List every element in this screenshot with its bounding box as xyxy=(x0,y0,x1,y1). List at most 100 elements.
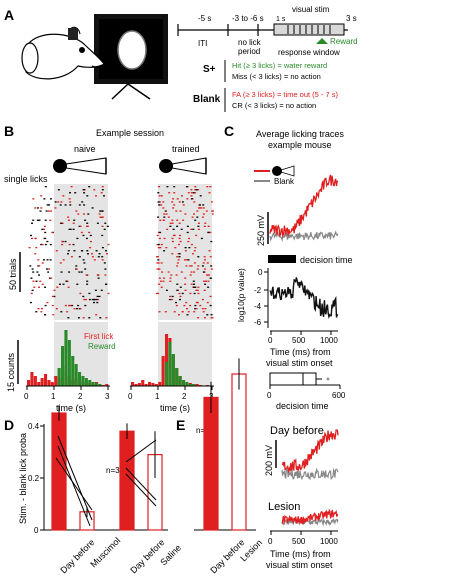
lick-tick xyxy=(158,283,161,285)
lick-tick xyxy=(197,317,200,319)
lick-tick xyxy=(48,204,51,206)
lick-tick xyxy=(31,222,33,224)
lick-tick xyxy=(197,292,200,295)
lick-tick xyxy=(159,231,162,234)
lick-tick xyxy=(180,271,183,273)
lick-tick xyxy=(193,262,196,264)
lick-tick xyxy=(44,243,47,246)
lick-tick xyxy=(158,204,161,206)
lick-tick xyxy=(189,292,192,295)
lick-tick xyxy=(167,271,170,273)
lick-tick xyxy=(189,304,192,307)
lick-tick xyxy=(196,210,199,212)
c-tick-500: 500 xyxy=(292,336,306,345)
trace-line xyxy=(281,429,339,474)
lick-tick xyxy=(57,201,60,203)
lick-tick xyxy=(80,231,83,234)
e-trace-lesion-label: Lesion xyxy=(268,501,300,513)
lick-tick xyxy=(163,237,166,240)
pval-tick-0: 0 xyxy=(258,268,263,277)
lick-tick xyxy=(157,247,160,249)
lick-tick xyxy=(55,308,58,310)
lick-tick xyxy=(91,256,94,258)
example-session-title: Example session xyxy=(96,128,164,138)
e-trace-day-before-label: Day before xyxy=(270,425,324,437)
lick-tick xyxy=(184,289,187,291)
lick-tick xyxy=(183,259,186,261)
lick-tick xyxy=(200,207,203,209)
trained-tick-1: 1 xyxy=(155,392,160,401)
timeline-3s: 3 s xyxy=(346,14,357,23)
blank-trace-legend: Blank xyxy=(274,177,295,186)
lick-tick xyxy=(38,274,40,276)
lick-tick xyxy=(188,237,190,240)
lick-tick xyxy=(30,234,32,237)
lick-tick xyxy=(208,192,211,194)
lick-tick xyxy=(97,256,100,258)
lick-tick xyxy=(203,317,206,319)
lick-tick xyxy=(37,259,40,261)
lick-tick xyxy=(177,259,180,261)
lick-tick xyxy=(89,240,92,243)
lick-tick xyxy=(62,259,65,261)
lick-tick xyxy=(103,262,106,264)
lick-tick xyxy=(91,253,93,255)
blank-licking-trace xyxy=(269,230,339,243)
lick-tick xyxy=(53,289,56,291)
lick-tick xyxy=(86,283,89,285)
lick-tick xyxy=(67,250,70,252)
lick-tick xyxy=(101,210,104,212)
lick-tick xyxy=(60,201,63,203)
lick-tick xyxy=(196,268,199,270)
lick-tick xyxy=(41,283,44,285)
lick-tick xyxy=(51,295,54,298)
lick-tick xyxy=(98,213,101,215)
lick-tick xyxy=(49,198,52,200)
lick-tick xyxy=(73,250,76,252)
lick-tick xyxy=(185,301,188,304)
lick-tick xyxy=(104,222,107,224)
lick-tick xyxy=(201,216,204,218)
lick-tick xyxy=(44,219,47,221)
lick-tick xyxy=(157,192,160,194)
lick-tick xyxy=(82,317,85,319)
lick-tick xyxy=(52,314,55,316)
lick-tick xyxy=(47,210,50,212)
lick-tick xyxy=(157,292,160,295)
lick-tick xyxy=(62,283,65,285)
lick-tick xyxy=(176,283,179,285)
lick-tick xyxy=(91,298,94,301)
lick-tick xyxy=(172,228,175,230)
lick-tick xyxy=(39,210,42,212)
lick-tick xyxy=(64,304,67,307)
lick-tick xyxy=(158,237,161,240)
lick-tick xyxy=(197,265,200,267)
lick-tick xyxy=(178,201,181,203)
lick-tick xyxy=(169,277,172,279)
lick-tick xyxy=(178,253,181,255)
reward-bin xyxy=(84,378,88,386)
lick-tick xyxy=(201,298,204,301)
trained-tick-0: 0 xyxy=(128,392,133,401)
lick-tick xyxy=(173,192,176,194)
lick-tick xyxy=(67,253,69,255)
e-day-before-stim-trace xyxy=(281,429,339,474)
lick-tick xyxy=(210,265,213,267)
lick-tick xyxy=(88,231,91,234)
lick-tick xyxy=(170,274,173,276)
lick-tick xyxy=(157,243,160,246)
lick-tick xyxy=(64,204,67,206)
lick-tick xyxy=(101,189,104,191)
timeline-minus5: -5 s xyxy=(198,14,211,23)
lick-tick xyxy=(72,222,75,224)
lick-tick xyxy=(59,283,61,285)
lick-tick xyxy=(60,271,63,273)
lick-tick xyxy=(44,186,47,188)
lick-tick xyxy=(198,222,200,224)
lick-tick xyxy=(56,286,59,288)
first-lick-bin xyxy=(141,380,145,386)
lick-tick xyxy=(204,308,207,310)
lick-tick xyxy=(46,204,49,206)
reward-bin xyxy=(64,330,68,386)
